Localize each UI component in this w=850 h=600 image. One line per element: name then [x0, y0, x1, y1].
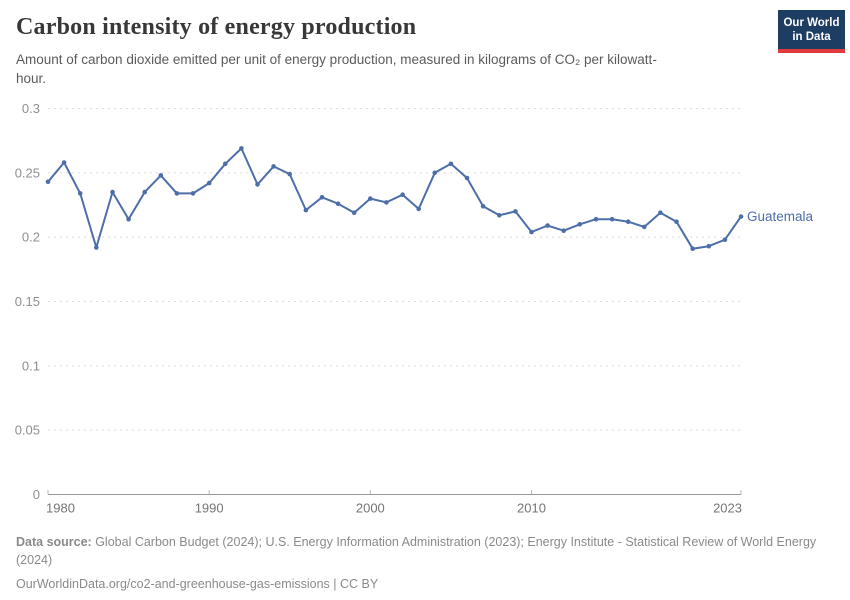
data-source-label: Data source: — [16, 535, 92, 549]
data-point-marker — [239, 146, 244, 151]
data-point-marker — [658, 210, 663, 215]
data-point-marker — [480, 204, 486, 209]
data-point-marker — [45, 179, 51, 185]
data-point-marker — [206, 180, 212, 186]
y-tick-label: 0.3 — [22, 101, 40, 116]
data-point-marker — [529, 229, 534, 235]
data-point-marker — [319, 195, 325, 200]
owid-logo-text: Our World in Data — [778, 10, 845, 49]
y-tick-label: 0.1 — [22, 358, 40, 373]
chart-header: Carbon intensity of energy production Am… — [16, 14, 766, 88]
data-point-marker — [642, 224, 647, 230]
data-point-marker — [61, 160, 67, 165]
data-point-marker — [190, 191, 196, 196]
data-point-marker — [174, 191, 180, 196]
data-point-marker — [368, 196, 373, 201]
page-title: Carbon intensity of energy production — [16, 14, 417, 40]
data-point-marker — [223, 161, 228, 167]
data-point-marker — [432, 170, 438, 176]
data-point-marker — [690, 246, 695, 251]
data-point-marker — [448, 161, 454, 167]
x-tick-label: 2010 — [517, 501, 546, 516]
data-point-marker — [738, 214, 744, 219]
data-point-marker — [271, 164, 276, 169]
data-point-marker — [625, 219, 631, 224]
data-point-marker — [335, 201, 341, 206]
x-tick-label: 1980 — [46, 501, 75, 516]
chart-line — [47, 147, 742, 250]
y-tick-label: 0 — [33, 487, 40, 502]
owid-logo: Our World in Data — [778, 10, 845, 53]
data-point-marker — [287, 171, 293, 177]
data-point-marker — [722, 237, 728, 242]
chart-footer: Data source: Global Carbon Budget (2024)… — [16, 533, 834, 593]
data-point-marker — [94, 245, 99, 250]
data-point-marker — [464, 175, 470, 181]
data-point-marker — [126, 216, 131, 222]
data-point-marker — [593, 216, 599, 222]
data-point-marker — [255, 182, 260, 187]
data-point-marker — [577, 222, 583, 227]
data-source-text: Global Carbon Budget (2024); U.S. Energy… — [16, 535, 817, 567]
data-point-marker — [384, 200, 389, 205]
owid-logo-red-stripe — [778, 49, 845, 53]
data-point-marker — [303, 207, 309, 213]
series-label: Guatemala — [747, 209, 814, 224]
data-point-marker — [77, 191, 83, 196]
data-point-marker — [497, 213, 502, 218]
data-point-marker — [110, 189, 115, 195]
data-point-marker — [561, 228, 566, 233]
data-point-marker — [609, 216, 615, 222]
data-point-marker — [400, 192, 405, 197]
data-source-line: Data source: Global Carbon Budget (2024)… — [16, 533, 834, 569]
data-point-marker — [513, 209, 518, 214]
x-tick-label: 1990 — [195, 501, 224, 516]
data-point-marker — [416, 206, 422, 212]
data-point-marker — [545, 223, 550, 228]
x-tick-label: 2023 — [713, 501, 742, 516]
chart-subtitle: Amount of carbon dioxide emitted per uni… — [16, 52, 657, 86]
y-tick-label: 0.25 — [15, 165, 40, 180]
line-chart: 0 0.05 0.1 0.15 0.2 0.25 0.3 1980 1990 2000 2010 20… — [15, 101, 814, 516]
data-point-marker — [351, 210, 357, 215]
y-tick-label: 0.2 — [22, 230, 40, 245]
data-point-marker — [674, 219, 679, 224]
x-tick-label: 2000 — [356, 501, 385, 516]
data-point-marker — [706, 243, 712, 249]
data-point-marker — [142, 189, 147, 195]
y-tick-label: 0.15 — [15, 294, 40, 309]
data-point-marker — [158, 173, 164, 178]
owid-url-link[interactable]: OurWorldinData.org/co2-and-greenhouse-ga… — [16, 577, 379, 591]
y-tick-label: 0.05 — [15, 423, 40, 438]
